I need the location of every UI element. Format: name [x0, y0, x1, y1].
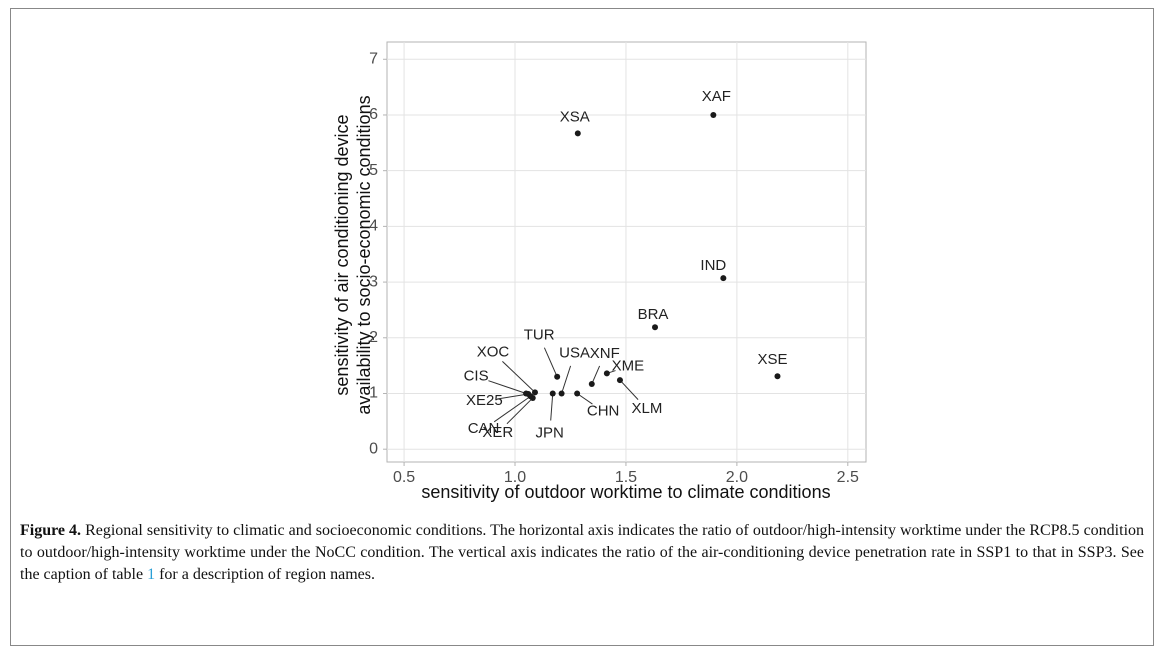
leader-line: [619, 379, 639, 400]
point: [549, 390, 556, 397]
point: [531, 389, 538, 396]
x-axis-title: sensitivity of outdoor worktime to clima…: [421, 482, 830, 502]
leader-line: [561, 365, 572, 394]
x-tick-label: 0.5: [393, 469, 415, 486]
point: [616, 377, 623, 384]
caption-label: Figure 4.: [20, 522, 82, 539]
point: [574, 130, 581, 137]
y-tick-label: 1: [369, 385, 378, 402]
x-tick-label: 1.5: [615, 469, 637, 486]
point: [603, 370, 610, 377]
leader-line: [488, 380, 527, 394]
leader-line: [506, 397, 534, 425]
point-label: XNF: [590, 345, 620, 362]
x-tick-label: 2.5: [837, 469, 859, 486]
y-tick-label: 2: [369, 329, 378, 346]
y-axis-title: sensitivity of air conditioning device: [332, 114, 352, 395]
leader-line: [576, 393, 593, 405]
grid: [387, 42, 866, 462]
point-label: CIS: [464, 367, 489, 384]
point-label: XE25: [466, 392, 503, 409]
plot-panel: [386, 41, 867, 463]
leader-line: [550, 393, 554, 421]
point-label: JPN: [536, 424, 564, 441]
table-link[interactable]: 1: [147, 566, 156, 583]
caption-text: Regional sensitivity to climatic and soc…: [20, 522, 1145, 583]
leader-line: [502, 360, 536, 393]
x-tick-label: 2.0: [726, 469, 748, 486]
point-label: IND: [700, 257, 726, 274]
point: [554, 373, 561, 380]
point: [523, 390, 530, 397]
caption: Figure 4. Regional sensitivity to climat…: [20, 520, 1144, 586]
point-label: XAF: [702, 88, 731, 105]
point-label: TUR: [524, 327, 555, 344]
point-label: BRA: [638, 306, 669, 323]
caption-text: for a description of region names.: [155, 566, 375, 583]
leader-line: [493, 395, 531, 423]
point: [720, 275, 727, 282]
point: [652, 324, 659, 331]
point-label: CAN: [468, 420, 500, 437]
point-label: XLM: [632, 400, 663, 417]
y-tick-label: 3: [369, 273, 378, 290]
figure-frame: [10, 8, 1154, 646]
y-tick-label: 6: [369, 106, 378, 123]
point-label: XER: [482, 424, 513, 441]
point-label: XOC: [477, 343, 510, 360]
y-tick-label: 5: [369, 162, 378, 179]
y-tick-label: 7: [369, 50, 378, 67]
y-axis-title: availability to socio-economic condition…: [354, 95, 374, 414]
point: [558, 390, 565, 397]
point-label: XSA: [560, 108, 590, 125]
point-label: CHN: [587, 402, 620, 419]
leader-line: [497, 393, 529, 400]
y-tick-label: 0: [369, 440, 378, 457]
point: [574, 390, 581, 397]
point-label: XSE: [757, 351, 787, 368]
leader-line: [543, 347, 558, 377]
x-tick-label: 1.0: [504, 469, 526, 486]
point: [588, 381, 595, 388]
point: [710, 111, 717, 118]
y-tick-label: 4: [369, 218, 378, 235]
point-label: USA: [559, 344, 590, 361]
point: [774, 373, 781, 380]
point-label: XME: [612, 357, 645, 374]
chart: sensitivity of outdoor worktime to clima…: [332, 41, 867, 502]
leader-line: [591, 365, 601, 385]
